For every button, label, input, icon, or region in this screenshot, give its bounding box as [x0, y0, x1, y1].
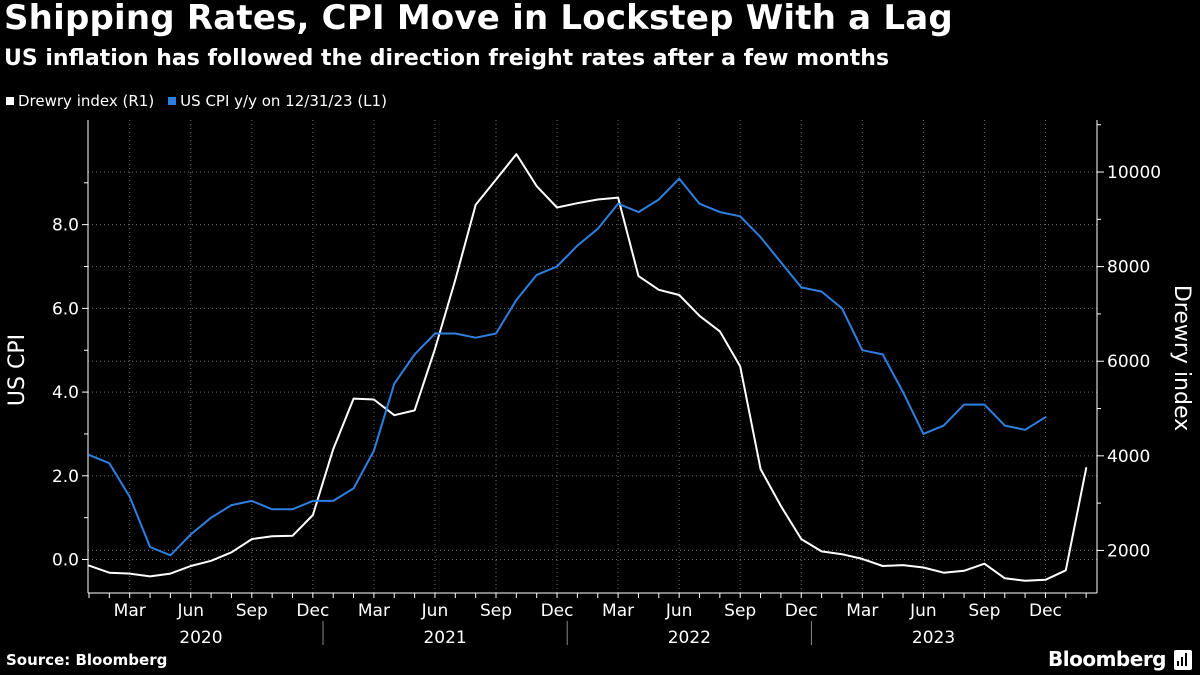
legend-item-drewry: Drewry index (R1)	[6, 92, 154, 110]
year-label: 2020	[179, 628, 222, 648]
terminal-icon	[1174, 650, 1192, 670]
x-tick-label: Sep	[480, 601, 512, 621]
grid	[88, 120, 1097, 593]
y-tick-label-right: 10000	[1107, 163, 1161, 183]
source-note: Source: Bloomberg	[6, 651, 168, 669]
y-axis-title-left: US CPI	[5, 334, 30, 406]
legend-label-cpi: US CPI y/y on 12/31/23 (L1)	[180, 92, 387, 110]
year-label: 2023	[912, 628, 955, 648]
x-tick-label: Sep	[724, 601, 756, 621]
x-tick-label: Mar	[602, 601, 634, 621]
axes: 0.0 2.0 4.0 6.0 8.0 2000 4000 6000 8000 10000 Mar J…	[52, 120, 1161, 648]
y-tick-label-left: 2.0	[52, 467, 79, 487]
y-tick-label-left: 4.0	[52, 383, 79, 403]
series-line-cpi	[88, 177, 1047, 557]
x-tick-label: Jun	[909, 601, 937, 621]
x-tick-label: Jun	[421, 601, 449, 621]
year-label: 2021	[423, 628, 466, 648]
y-tick-label-right: 6000	[1107, 352, 1150, 372]
x-tick-label: Sep	[968, 601, 1000, 621]
y-tick-label-right: 8000	[1107, 258, 1150, 278]
legend-item-cpi: US CPI y/y on 12/31/23 (L1)	[168, 92, 387, 110]
legend: Drewry index (R1) US CPI y/y on 12/31/23…	[6, 92, 401, 110]
bloomberg-logo: Bloomberg	[1048, 647, 1166, 671]
chart-subtitle: US inflation has followed the direction …	[4, 46, 890, 71]
x-tick-label: Dec	[785, 601, 818, 621]
y-axis-title-right: Drewry index	[1169, 285, 1194, 431]
y-tick-label-right: 2000	[1107, 541, 1150, 561]
x-tick-label: Dec	[541, 601, 574, 621]
x-tick-label: Jun	[665, 601, 693, 621]
x-tick-label: Dec	[1029, 601, 1062, 621]
series	[88, 153, 1088, 582]
series-line-drewry	[88, 153, 1088, 582]
year-label: 2022	[668, 628, 711, 648]
x-tick-label: Dec	[296, 601, 329, 621]
y-tick-label-right: 4000	[1107, 447, 1150, 467]
x-tick-label: Sep	[236, 601, 268, 621]
y-tick-label-left: 8.0	[52, 216, 79, 236]
legend-swatch-cpi	[168, 97, 177, 105]
x-tick-label: Mar	[358, 601, 390, 621]
y-tick-label-left: 6.0	[52, 299, 79, 319]
chart-title: Shipping Rates, CPI Move in Lockstep Wit…	[4, 0, 953, 38]
x-tick-label: Jun	[176, 601, 204, 621]
legend-swatch-drewry	[6, 97, 14, 105]
y-tick-label-left: 0.0	[52, 551, 79, 571]
x-tick-label: Mar	[846, 601, 878, 621]
legend-label-drewry: Drewry index (R1)	[18, 92, 155, 110]
x-tick-label: Mar	[114, 601, 146, 621]
